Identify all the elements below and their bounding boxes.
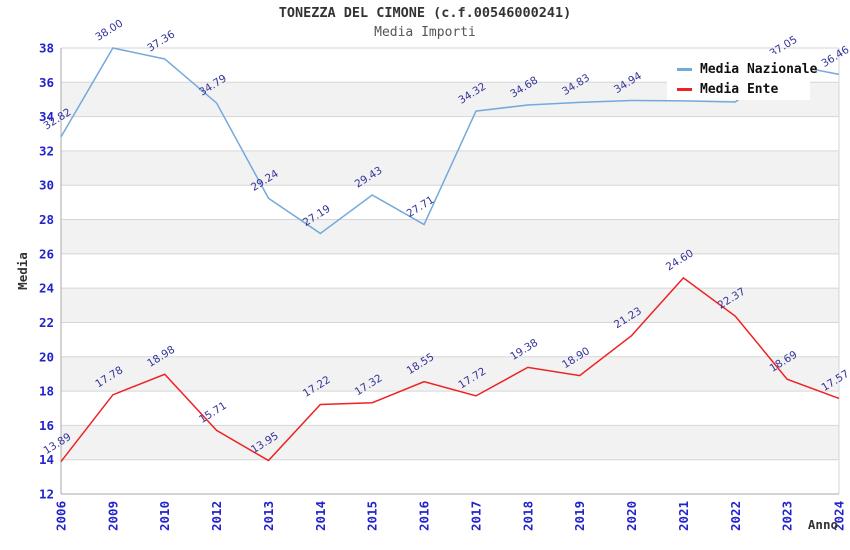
- legend-swatch-media-ente: [677, 87, 692, 91]
- legend: Media Nazionale Media Ente: [667, 54, 817, 100]
- plot-bands: [61, 48, 839, 494]
- svg-text:22: 22: [39, 315, 54, 330]
- legend-swatch-media-nazionale: [677, 67, 692, 71]
- svg-text:2012: 2012: [209, 501, 224, 531]
- svg-text:34: 34: [39, 109, 54, 124]
- svg-text:32: 32: [39, 143, 54, 158]
- svg-text:18: 18: [39, 384, 54, 399]
- plot-border: [60, 48, 840, 495]
- svg-text:2023: 2023: [780, 501, 795, 531]
- svg-text:26: 26: [39, 246, 54, 261]
- x-axis-title: Anno: [808, 517, 838, 532]
- chart-title: TONEZZA DEL CIMONE (c.f.00546000241): [278, 5, 572, 21]
- legend-label-media-ente: Media Ente: [700, 81, 779, 97]
- svg-text:2020: 2020: [624, 501, 639, 531]
- svg-text:2014: 2014: [313, 501, 328, 531]
- svg-text:2022: 2022: [728, 501, 743, 531]
- svg-text:2006: 2006: [54, 501, 69, 531]
- svg-text:2010: 2010: [157, 501, 172, 531]
- legend-item-media-ente: Media Ente: [677, 79, 810, 99]
- svg-text:36: 36: [39, 75, 54, 90]
- svg-text:12: 12: [39, 487, 54, 502]
- svg-text:30: 30: [39, 178, 54, 193]
- y-axis-labels: 12 14 16 18 20 22 24 26 28 30 32 34 36 38: [39, 41, 54, 502]
- svg-text:2017: 2017: [468, 501, 483, 531]
- svg-text:2016: 2016: [417, 501, 432, 531]
- legend-item-media-nazionale: Media Nazionale: [677, 59, 817, 79]
- y-axis-title: Media: [15, 252, 30, 290]
- svg-text:24: 24: [39, 281, 54, 296]
- series-line-media-ente: [60, 276, 840, 463]
- chart-subtitle: Media Importi: [374, 25, 476, 40]
- svg-text:14: 14: [39, 452, 54, 467]
- svg-text:2013: 2013: [261, 501, 276, 531]
- x-axis-labels: 2006 2009 2010 2012 2013 2014 2015 2016 2017 2018…: [54, 501, 847, 531]
- svg-text:20: 20: [39, 349, 54, 364]
- svg-text:2021: 2021: [676, 501, 691, 531]
- svg-text:2009: 2009: [105, 501, 120, 531]
- svg-text:2019: 2019: [572, 501, 587, 531]
- svg-text:2018: 2018: [520, 501, 535, 531]
- svg-text:16: 16: [39, 418, 54, 433]
- svg-text:28: 28: [39, 212, 54, 227]
- svg-text:2015: 2015: [365, 501, 380, 531]
- svg-text:2024: 2024: [832, 501, 847, 531]
- legend-label-media-nazionale: Media Nazionale: [700, 61, 818, 77]
- svg-text:38: 38: [39, 41, 54, 56]
- grid-lines: [61, 47, 839, 461]
- series-line-media-nazionale: [60, 47, 840, 235]
